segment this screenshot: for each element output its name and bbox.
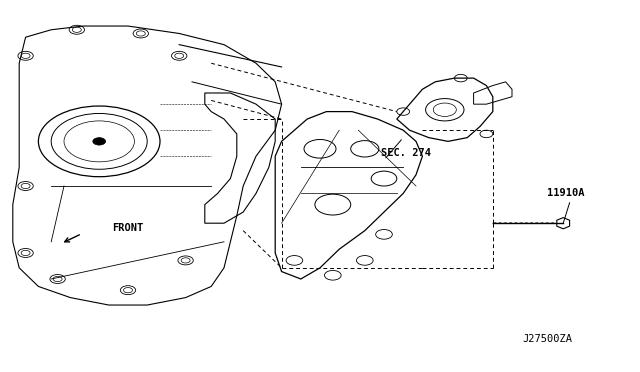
Circle shape [93, 138, 106, 145]
Text: 11910A: 11910A [547, 188, 585, 198]
Text: SEC. 274: SEC. 274 [381, 148, 431, 158]
Text: J27500ZA: J27500ZA [523, 334, 573, 344]
Text: FRONT: FRONT [112, 222, 143, 232]
